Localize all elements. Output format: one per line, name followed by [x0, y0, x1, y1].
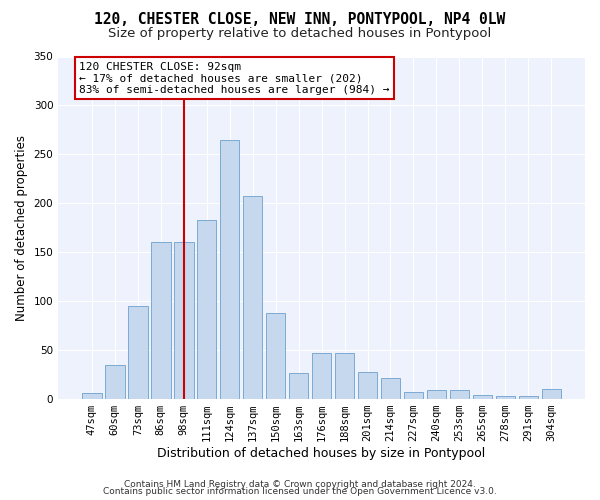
- Bar: [220, 140, 239, 399]
- Bar: [335, 353, 355, 399]
- Bar: [266, 313, 286, 399]
- Bar: [151, 242, 170, 399]
- Bar: [105, 365, 125, 399]
- Bar: [449, 390, 469, 399]
- Bar: [404, 392, 423, 399]
- Bar: [128, 306, 148, 399]
- Bar: [174, 242, 194, 399]
- Bar: [427, 390, 446, 399]
- Bar: [358, 372, 377, 399]
- Bar: [473, 395, 492, 399]
- Bar: [542, 390, 561, 399]
- Bar: [496, 396, 515, 399]
- Text: Size of property relative to detached houses in Pontypool: Size of property relative to detached ho…: [109, 28, 491, 40]
- Bar: [289, 372, 308, 399]
- Bar: [312, 353, 331, 399]
- Bar: [381, 378, 400, 399]
- X-axis label: Distribution of detached houses by size in Pontypool: Distribution of detached houses by size …: [157, 447, 486, 460]
- Text: 120 CHESTER CLOSE: 92sqm
← 17% of detached houses are smaller (202)
83% of semi-: 120 CHESTER CLOSE: 92sqm ← 17% of detach…: [79, 62, 390, 95]
- Text: Contains public sector information licensed under the Open Government Licence v3: Contains public sector information licen…: [103, 487, 497, 496]
- Bar: [243, 196, 262, 399]
- Bar: [82, 393, 101, 399]
- Bar: [518, 396, 538, 399]
- Text: Contains HM Land Registry data © Crown copyright and database right 2024.: Contains HM Land Registry data © Crown c…: [124, 480, 476, 489]
- Y-axis label: Number of detached properties: Number of detached properties: [15, 135, 28, 321]
- Text: 120, CHESTER CLOSE, NEW INN, PONTYPOOL, NP4 0LW: 120, CHESTER CLOSE, NEW INN, PONTYPOOL, …: [94, 12, 506, 28]
- Bar: [197, 220, 217, 399]
